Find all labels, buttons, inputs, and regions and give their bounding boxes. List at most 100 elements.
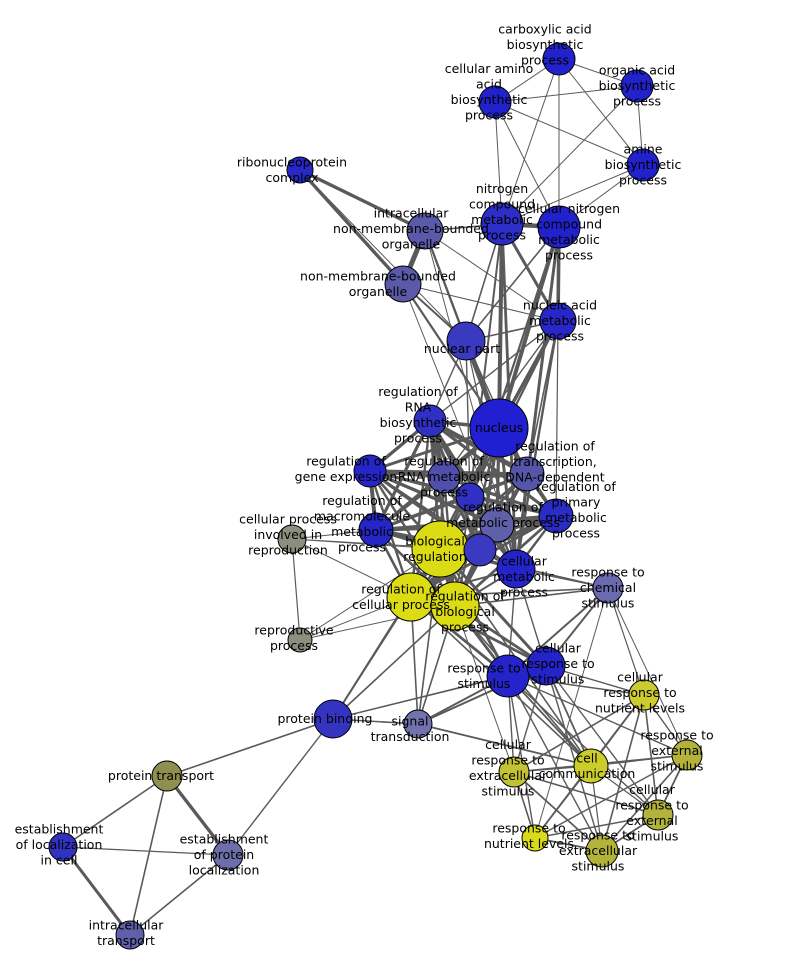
graph-node-signal-transduction[interactable] — [403, 709, 433, 739]
graph-edge — [374, 419, 432, 532]
graph-edge — [227, 718, 334, 856]
graph-edge — [534, 754, 688, 839]
graph-node-cellular-response-to-extracellular-stimulus[interactable] — [498, 756, 530, 788]
graph-edge — [507, 675, 659, 816]
graph-edge — [507, 675, 603, 852]
graph-node-cellular-amino-acid-biosynthetic-process[interactable] — [478, 85, 512, 119]
graph-edge — [607, 587, 688, 756]
graph-node-cell-communication[interactable] — [573, 748, 609, 784]
graph-node-reproductive-process[interactable] — [287, 627, 313, 653]
graph-edge — [429, 320, 559, 422]
graph-edge — [601, 694, 645, 852]
graph-edge — [545, 665, 659, 816]
graph-node-cellular-response-to-external-stimulus[interactable] — [642, 799, 674, 831]
graph-edge — [513, 771, 603, 852]
graph-edge — [469, 223, 503, 498]
graph-node-regulation-of-metabolic-process[interactable] — [479, 507, 515, 543]
graph-node-regulation-of-primary-metabolic-process[interactable] — [538, 498, 574, 534]
graph-edge — [129, 854, 229, 936]
graph-edge — [428, 419, 558, 518]
graph-edge — [513, 771, 659, 816]
graph-edge — [299, 169, 467, 342]
graph-node-intracellular-transport[interactable] — [115, 920, 145, 950]
graph-node-protein-binding[interactable] — [313, 699, 353, 739]
graph-edge — [129, 775, 168, 936]
graph-edge — [501, 58, 560, 225]
graph-node-intracellular-non-membrane-bounded-organelle[interactable] — [406, 212, 444, 250]
graph-edge — [601, 754, 688, 852]
graph-edge — [291, 538, 301, 641]
graph-edge — [61, 845, 132, 937]
graph-node-regulation-of-cellular-metabolic-process[interactable] — [463, 533, 497, 567]
graph-edge — [465, 340, 471, 498]
graph-edge — [298, 168, 405, 286]
graph-node-nucleus[interactable] — [469, 398, 529, 458]
graph-node-regulation-of-gene-expression[interactable] — [353, 454, 387, 488]
graph-node-carboxylic-acid-biosynthetic-process[interactable] — [542, 42, 576, 76]
graph-edge — [165, 774, 230, 857]
graph-edge — [166, 718, 334, 777]
graph-edge — [507, 675, 536, 839]
graph-node-regulation-of-macromolecule-metabolic-process[interactable] — [358, 512, 394, 548]
graph-edge — [507, 675, 688, 756]
graph-node-regulation-of-RNA-metabolic-process[interactable] — [427, 460, 461, 494]
graph-edge — [513, 694, 645, 773]
graph-node-nuclear-part[interactable] — [446, 321, 486, 361]
graph-node-regulation-of-cellular-process[interactable] — [386, 572, 436, 622]
graph-edge — [417, 548, 441, 725]
graph-node-cellular-process-involved-in-reproduction[interactable] — [277, 524, 307, 554]
graph-edge — [332, 605, 456, 720]
graph-edge — [507, 675, 645, 696]
graph-edge — [368, 469, 472, 499]
graph-node-amine-biosynthetic-process[interactable] — [626, 148, 660, 182]
graph-edge — [501, 164, 644, 225]
graph-node-nitrogen-compound-metabolic-process[interactable] — [480, 202, 524, 246]
graph-edge — [643, 694, 659, 816]
graph-edge — [534, 587, 609, 839]
graph-edge — [555, 226, 560, 517]
graph-node-response-to-extracellular-stimulus[interactable] — [585, 834, 619, 868]
graph-node-establishment-of-localization-in-cell[interactable] — [48, 832, 78, 862]
graph-node-protein-transport[interactable] — [151, 760, 183, 792]
graph-edge — [417, 723, 592, 767]
graph-edge — [62, 846, 229, 856]
graph-node-cellular-metabolic-process[interactable] — [496, 549, 536, 589]
graph-edge — [507, 587, 609, 677]
graph-node-response-to-external-stimulus[interactable] — [671, 739, 703, 771]
graph-node-cellular-response-to-nutrient-levels[interactable] — [628, 679, 660, 711]
graph-edge — [558, 58, 644, 166]
graph-edge — [465, 226, 560, 342]
graph-edge — [368, 469, 499, 527]
graph-node-regulation-of-RNA-biosynthetic-process[interactable] — [413, 404, 447, 438]
graph-edge — [298, 168, 427, 233]
graph-node-cellular-macromolecule-metabolic-process[interactable] — [455, 482, 485, 512]
graph-node-organic-acid-biosynthetic-process[interactable] — [620, 69, 654, 103]
graph-node-biological-regulation[interactable] — [411, 520, 469, 578]
graph-edge — [494, 101, 644, 166]
graph-edge — [497, 222, 504, 430]
graph-node-ribonucleoprotein-complex[interactable] — [286, 156, 314, 184]
graph-node-non-membrane-bounded-organelle[interactable] — [384, 265, 422, 303]
graph-edge — [494, 101, 560, 228]
graph-edge — [501, 85, 638, 225]
graph-node-regulation-of-transcription-DNA-dependent[interactable] — [509, 456, 545, 492]
graph-node-response-to-nutrient-levels[interactable] — [521, 824, 549, 852]
graph-node-establishment-of-protein-localization[interactable] — [212, 839, 244, 871]
graph-edge — [62, 775, 168, 848]
graph-edge — [494, 85, 638, 103]
graph-node-label: non-membrane-bounded organelle — [300, 268, 456, 299]
graph-node-regulation-of-biological-process[interactable] — [430, 581, 480, 631]
graph-edge — [424, 230, 559, 322]
node-layer — [48, 42, 703, 950]
graph-node-nucleic-acid-metabolic-process[interactable] — [539, 302, 577, 340]
graph-node-cellular-response-to-stimulus[interactable] — [526, 646, 566, 686]
graph-edge — [454, 587, 609, 607]
graph-edge — [545, 665, 603, 852]
graph-edge — [526, 320, 559, 475]
graph-node-response-to-chemical-stimulus[interactable] — [592, 572, 624, 604]
graph-edge — [534, 814, 659, 839]
graph-node-response-to-stimulus[interactable] — [486, 654, 530, 698]
graph-node-cellular-nitrogen-compound-metabolic-process[interactable] — [537, 205, 581, 249]
